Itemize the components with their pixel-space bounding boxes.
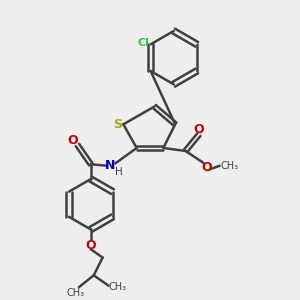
- Text: CH₃: CH₃: [221, 161, 239, 171]
- Text: CH₃: CH₃: [67, 287, 85, 298]
- Text: O: O: [194, 123, 204, 136]
- Text: N: N: [105, 159, 115, 172]
- Text: CH₃: CH₃: [109, 282, 127, 292]
- Text: O: O: [202, 161, 212, 174]
- Text: H: H: [115, 167, 123, 177]
- Text: O: O: [68, 134, 78, 147]
- Text: Cl: Cl: [137, 38, 149, 48]
- Text: S: S: [113, 118, 122, 131]
- Text: O: O: [85, 238, 96, 252]
